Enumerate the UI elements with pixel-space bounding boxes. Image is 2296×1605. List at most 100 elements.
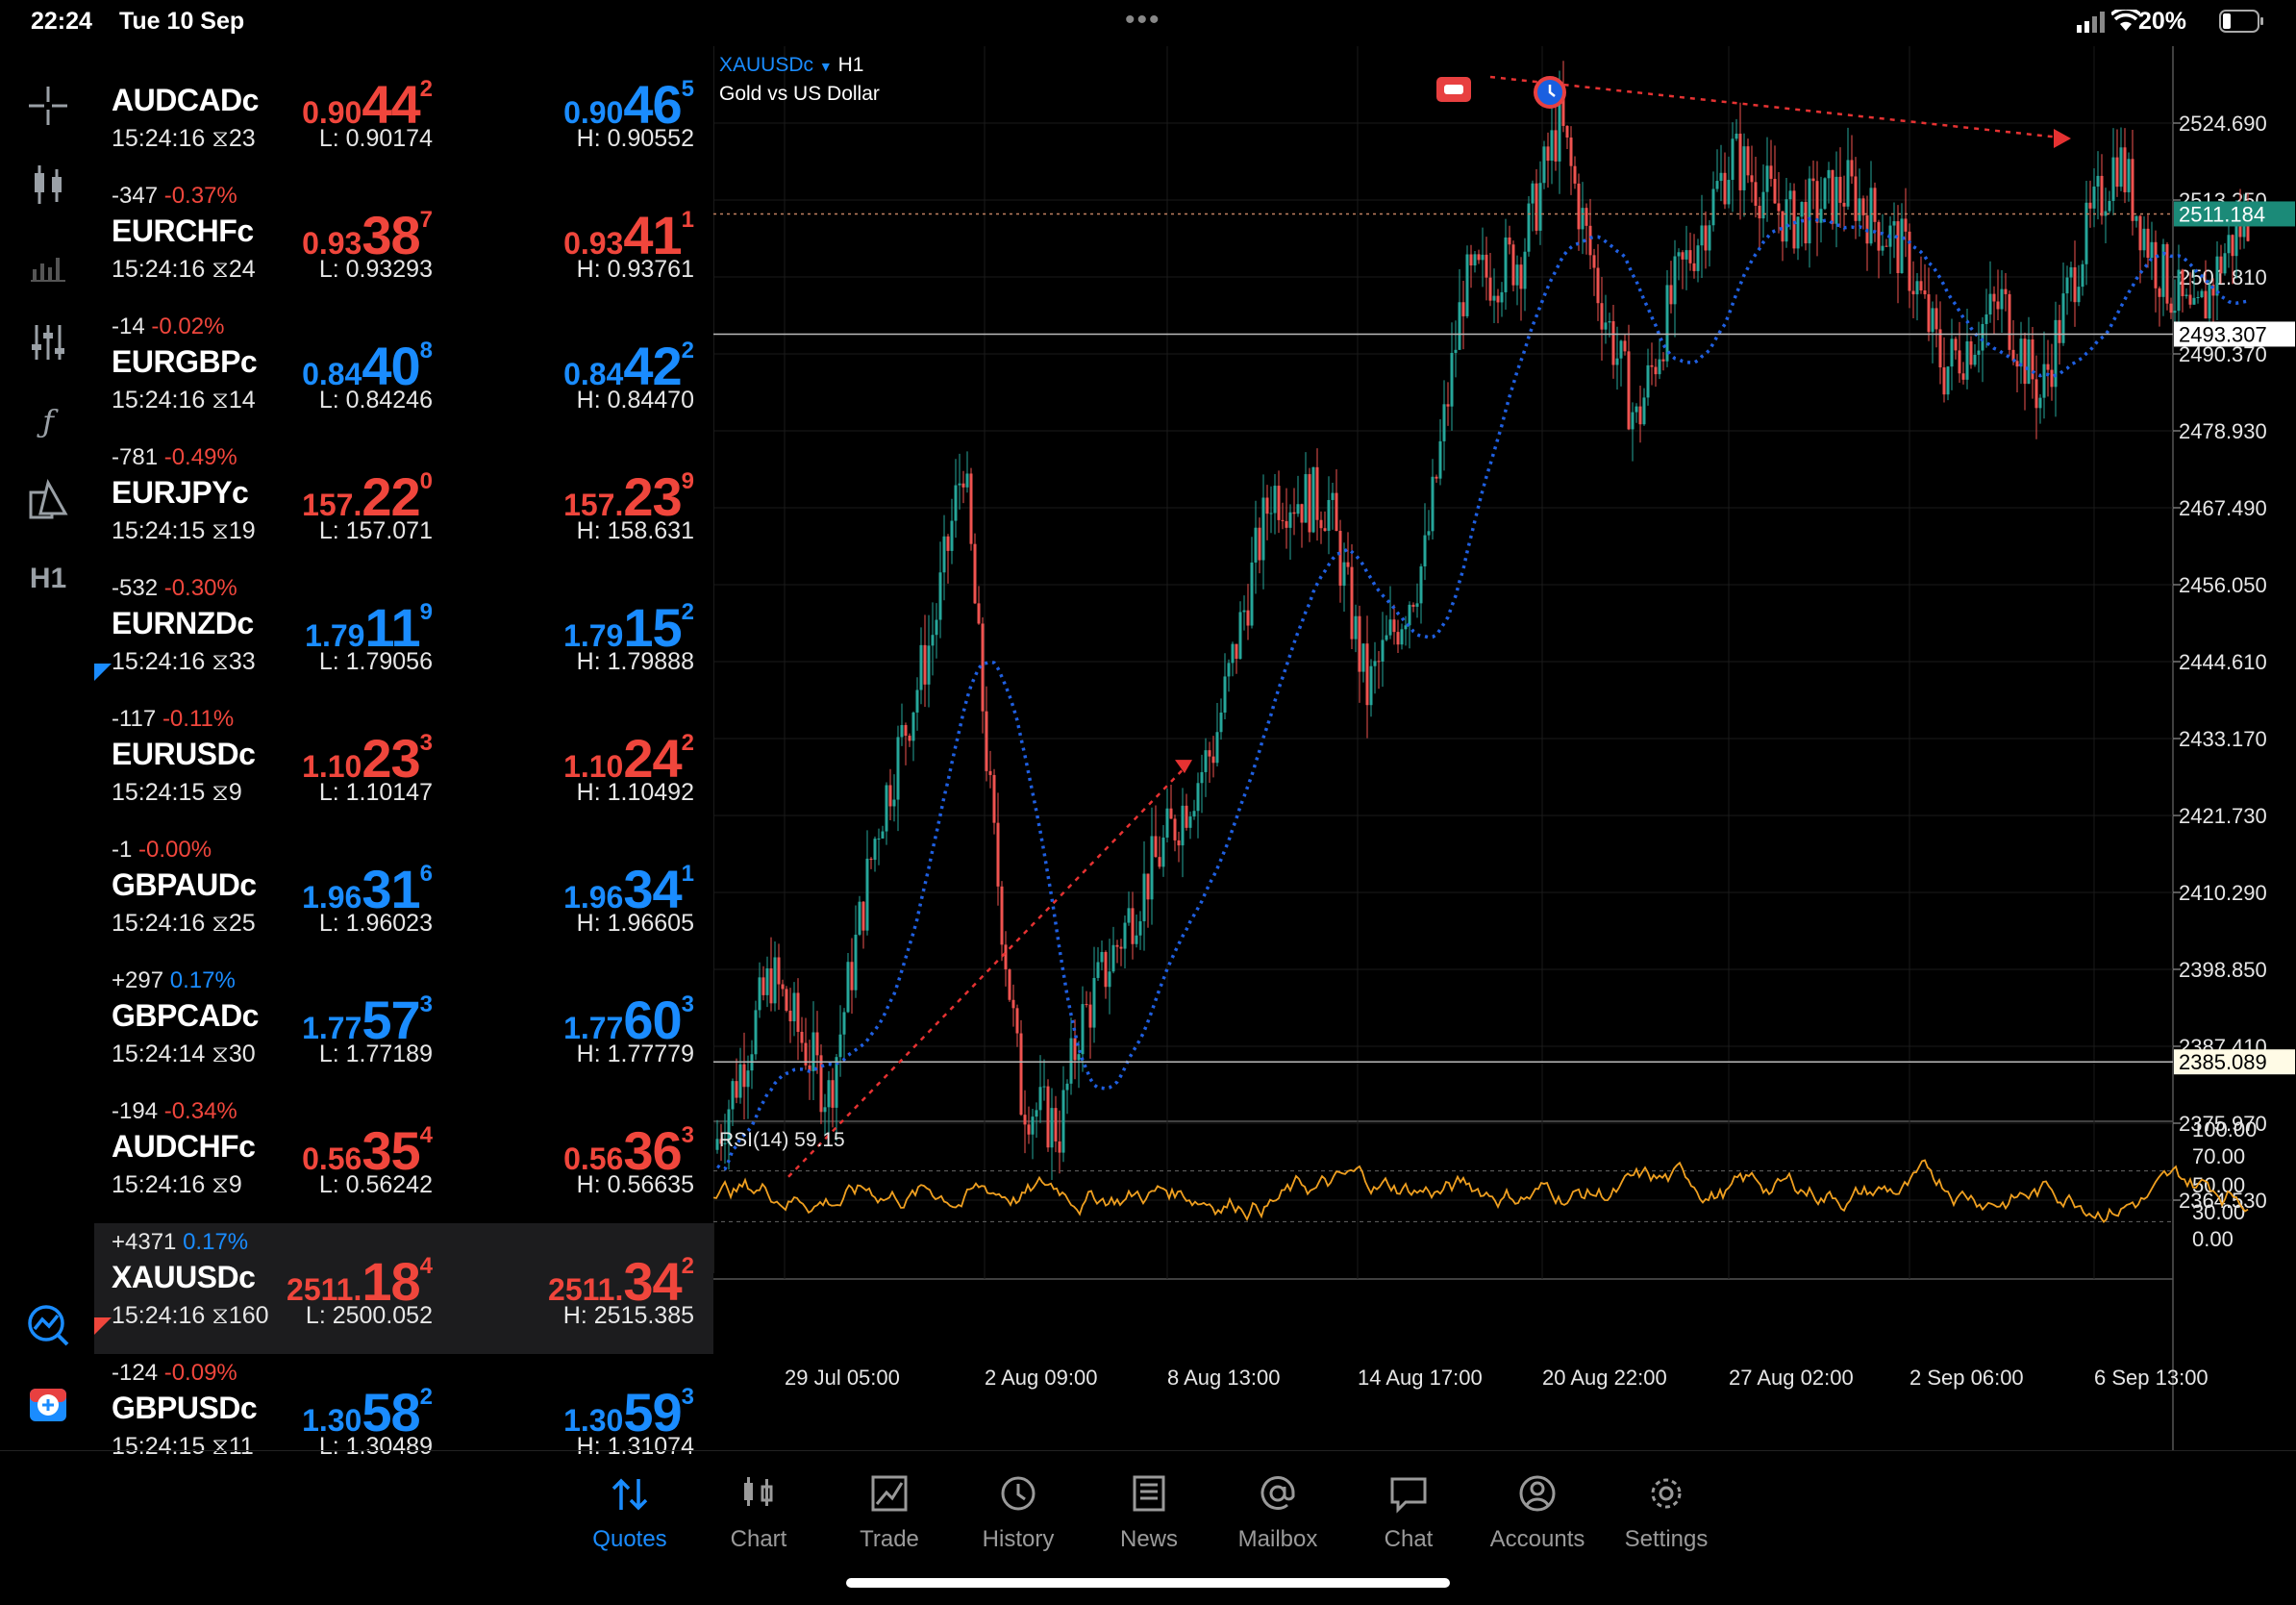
candle-body — [1750, 175, 1754, 183]
candle-body — [811, 1032, 815, 1071]
nav-quotes[interactable]: Quotes — [567, 1468, 692, 1553]
quote-row-eurchfc[interactable]: -347 -0.37% EURCHFc 15:24:16 ⧖24 0.93387… — [94, 177, 713, 308]
objects-icon[interactable] — [19, 471, 77, 529]
function-icon[interactable]: ƒ — [42, 403, 54, 439]
quote-change: -14 -0.02% — [112, 313, 225, 339]
chart-symbol[interactable]: XAUUSDc — [719, 54, 814, 76]
candle-body — [773, 957, 777, 1004]
ask-price[interactable]: 1.96341 — [563, 859, 694, 919]
candle-body — [2092, 186, 2096, 209]
quote-symbol: GBPAUDc — [112, 867, 257, 902]
symbol-dropdown-icon[interactable]: ▼ — [818, 59, 833, 74]
quote-row-audcadc[interactable]: AUDCADc 15:24:16 ⧖23 0.90442 0.90465 L: … — [94, 46, 713, 177]
ask-price[interactable]: 0.56363 — [563, 1120, 694, 1181]
bid-price[interactable]: 1.77573 — [302, 990, 433, 1050]
quote-time: 15:24:16 ⧖14 — [112, 387, 256, 414]
bid-price[interactable]: 0.90442 — [302, 74, 433, 135]
ask-price[interactable]: 0.93411 — [563, 205, 694, 265]
nav-trade[interactable]: Trade — [827, 1468, 952, 1553]
crosshair-icon[interactable] — [19, 77, 77, 135]
ask-price[interactable]: 1.79152 — [563, 597, 694, 658]
candle-body — [1773, 178, 1777, 204]
quote-row-eurgbpc[interactable]: -14 -0.02% EURGBPc 15:24:16 ⧖14 0.84408 … — [94, 308, 713, 439]
candle-body — [885, 785, 888, 832]
candle-body — [1169, 808, 1173, 819]
candle-body — [1100, 951, 1104, 963]
candle-body — [1500, 291, 1504, 303]
nav-accounts[interactable]: Accounts — [1475, 1468, 1600, 1553]
candle-body — [823, 1107, 827, 1113]
nav-settings[interactable]: Settings — [1604, 1468, 1729, 1553]
quote-row-gbpusdc[interactable]: -124 -0.09% GBPUSDc 15:24:15 ⧖11 1.30582… — [94, 1354, 713, 1485]
new-order-icon[interactable] — [19, 1375, 77, 1433]
bid-price[interactable]: 2511.184 — [287, 1251, 433, 1312]
candlestick-type-icon[interactable] — [19, 156, 77, 213]
ask-price[interactable]: 1.10242 — [563, 728, 694, 789]
nav-mailbox[interactable]: Mailbox — [1215, 1468, 1340, 1553]
quote-low: L: 1.79056 — [318, 648, 433, 675]
candle-body — [723, 1142, 727, 1144]
ask-price[interactable]: 1.77603 — [563, 990, 694, 1050]
quote-row-eurjpyc[interactable]: -781 -0.49% EURJPYc 15:24:15 ⧖19 157.220… — [94, 439, 713, 569]
candle-body — [1246, 610, 1250, 626]
candle-body — [2000, 288, 2004, 310]
candle-body — [1577, 183, 1581, 230]
ask-price[interactable]: 0.90465 — [563, 74, 694, 135]
price-chart[interactable]: 29 Jul 05:00 2 Aug 09:00 8 Aug 13:00 14 Aug… — [712, 46, 2296, 1450]
candle-body — [1242, 610, 1246, 613]
nav-chart[interactable]: Chart — [696, 1468, 821, 1553]
candle-body — [1996, 301, 2000, 310]
quote-row-eurusdc[interactable]: -117 -0.11% EURUSDc 15:24:15 ⧖9 1.10233 … — [94, 700, 713, 831]
bid-price[interactable]: 1.79119 — [305, 597, 433, 658]
candle-body — [1038, 1087, 1042, 1111]
candle-body — [1638, 406, 1642, 425]
volumes-icon[interactable] — [19, 235, 77, 292]
candle-body — [861, 901, 865, 931]
candle-body — [1761, 191, 1765, 219]
quote-symbol: AUDCHFc — [112, 1129, 256, 1164]
ask-price[interactable]: 0.84422 — [563, 336, 694, 396]
nav-news[interactable]: News — [1086, 1468, 1211, 1553]
ask-price[interactable]: 1.30593 — [563, 1382, 694, 1442]
bid-price[interactable]: 1.96316 — [302, 859, 433, 919]
candle-body — [1677, 252, 1681, 257]
trading-signal-icon[interactable] — [19, 1296, 77, 1354]
candle-body — [2219, 256, 2223, 274]
quote-row-eurnzdc[interactable]: -532 -0.30% EURNZDc 15:24:16 ⧖33 1.79119… — [94, 569, 713, 700]
candle-body — [988, 770, 992, 775]
bid-price[interactable]: 0.93387 — [302, 205, 433, 265]
candle-body — [992, 774, 996, 823]
candle-body — [2119, 147, 2123, 188]
bid-price[interactable]: 1.30582 — [302, 1382, 433, 1442]
chart-panel[interactable]: 29 Jul 05:00 2 Aug 09:00 8 Aug 13:00 14 Aug… — [712, 46, 2296, 1450]
quote-row-gbpcadc[interactable]: +297 0.17% GBPCADc 15:24:14 ⧖30 1.77573 … — [94, 962, 713, 1092]
bid-price[interactable]: 0.84408 — [302, 336, 433, 396]
candle-body — [1965, 340, 1969, 380]
price-label: 2433.170 — [2179, 727, 2267, 751]
bid-price[interactable]: 1.10233 — [302, 728, 433, 789]
home-indicator[interactable] — [846, 1578, 1450, 1588]
candle-body — [969, 473, 973, 544]
candle-body — [1277, 486, 1281, 520]
candle-body — [1504, 237, 1508, 292]
multitasking-dots-icon[interactable]: ••• — [1125, 4, 1161, 36]
quote-change-pct: 0.17% — [183, 1229, 249, 1255]
bid-price[interactable]: 0.56354 — [302, 1120, 433, 1181]
quote-row-xauusdc[interactable]: +4371 0.17% XAUUSDc 15:24:16 ⧖160 2511.1… — [94, 1223, 713, 1354]
candle-body — [769, 967, 773, 1004]
nav-history[interactable]: History — [956, 1468, 1081, 1553]
nav-chat[interactable]: Chat — [1346, 1468, 1471, 1553]
quote-high: H: 1.77779 — [576, 1041, 694, 1067]
candle-body — [2054, 319, 2058, 388]
quote-row-gbpaudc[interactable]: -1 -0.00% GBPAUDc 15:24:16 ⧖25 1.96316 1… — [94, 831, 713, 962]
timeframe-button[interactable]: H1 — [29, 563, 67, 594]
ask-price[interactable]: 157.239 — [563, 466, 694, 527]
candle-body — [1827, 169, 1831, 179]
ask-price[interactable]: 2511.342 — [548, 1251, 694, 1312]
indicators-icon[interactable] — [19, 313, 77, 371]
candle-body — [2069, 266, 2073, 278]
candle-body — [2015, 361, 2019, 367]
bid-price[interactable]: 157.220 — [302, 466, 433, 527]
quote-row-audchfc[interactable]: -194 -0.34% AUDCHFc 15:24:16 ⧖9 0.56354 … — [94, 1092, 713, 1223]
candle-body — [719, 1139, 723, 1144]
